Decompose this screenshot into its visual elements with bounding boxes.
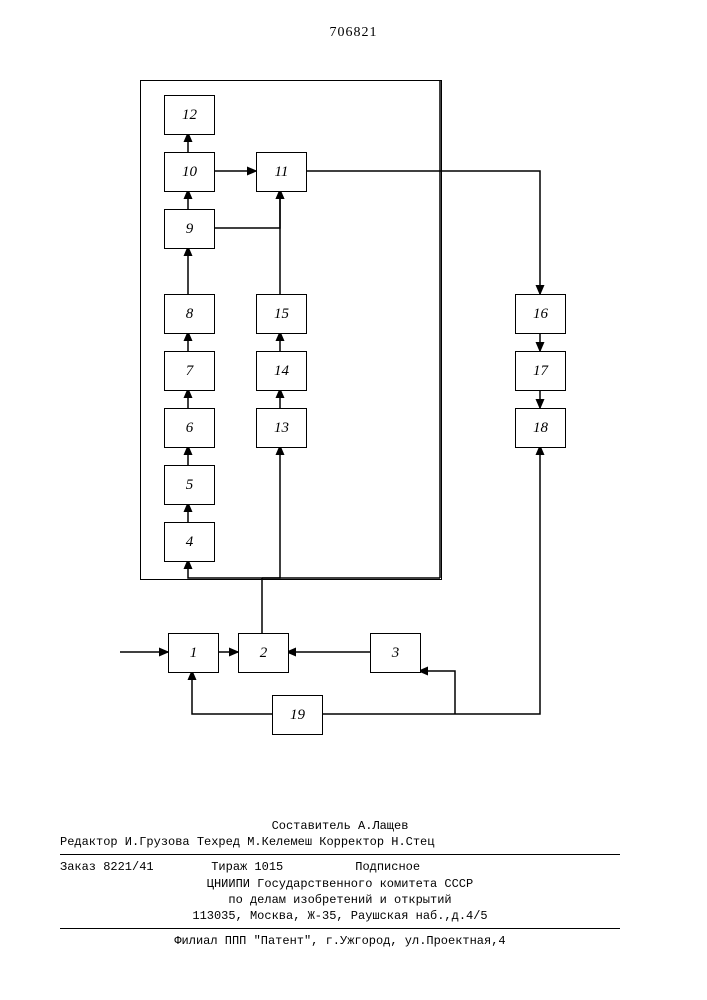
footer-order: Заказ 8221/41 Тираж 1015 Подписное [60,859,620,875]
node-1: 1 [168,633,219,673]
footer-author: Составитель А.Лащев [60,818,620,834]
node-9: 9 [164,209,215,249]
node-5: 5 [164,465,215,505]
node-8: 8 [164,294,215,334]
node-18: 18 [515,408,566,448]
node-7: 7 [164,351,215,391]
footer-editors: Редактор И.Грузова Техред М.Келемеш Корр… [60,834,620,850]
node-11: 11 [256,152,307,192]
footer: Составитель А.Лащев Редактор И.Грузова Т… [60,818,620,949]
node-19: 19 [272,695,323,735]
document-number: 706821 [0,25,707,41]
block-diagram: 12 3 19 4 5 6 7 8 9 10 12 11 13 14 15 16 17 18 [60,60,630,760]
footer-branch: Филиал ППП "Патент", г.Ужгород, ул.Проек… [60,933,620,949]
footer-org-2: по делам изобретений и открытий [60,892,620,908]
node-12: 12 [164,95,215,135]
node-13: 13 [256,408,307,448]
node-16: 16 [515,294,566,334]
footer-org-3: 113035, Москва, Ж-35, Раушская наб.,д.4/… [60,908,620,924]
node-15: 15 [256,294,307,334]
edge [192,671,272,714]
node-14: 14 [256,351,307,391]
footer-rule-2 [60,928,620,929]
node-17: 17 [515,351,566,391]
node-2: 2 [238,633,289,673]
node-6: 6 [164,408,215,448]
footer-rule-1 [60,854,620,855]
edge [440,171,540,294]
node-10: 10 [164,152,215,192]
node-3: 3 [370,633,421,673]
edge [419,671,455,714]
footer-org-1: ЦНИИПИ Государственного комитета СССР [60,876,620,892]
node-4: 4 [164,522,215,562]
